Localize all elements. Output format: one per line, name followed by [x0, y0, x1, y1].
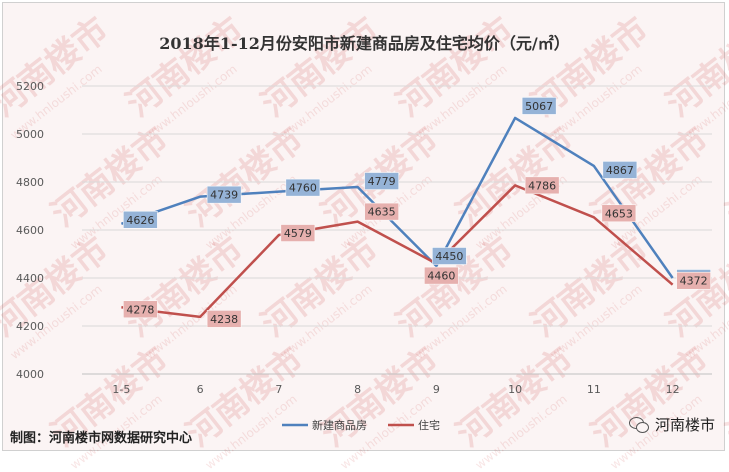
y-tick-label: 4800 — [16, 176, 44, 189]
data-label-box — [524, 176, 560, 195]
data-label: 4867 — [606, 164, 634, 177]
x-tick-label: 7 — [275, 383, 282, 396]
legend-label: 新建商品房 — [312, 418, 367, 432]
data-label: 4626 — [126, 214, 154, 227]
data-label-box — [206, 310, 242, 328]
y-tick-label: 4200 — [16, 320, 44, 333]
x-tick-label: 12 — [666, 383, 680, 396]
gridlines — [82, 85, 712, 375]
data-label-box — [123, 300, 158, 319]
x-tick-label: 6 — [197, 383, 204, 396]
y-axis-ticks: 4000 4200 4400 4600 4800 5000 5200 — [16, 80, 44, 381]
data-label: 4635 — [368, 206, 396, 219]
data-label: 4579 — [284, 227, 312, 240]
data-label-box — [364, 172, 399, 190]
data-label-box — [676, 271, 711, 290]
x-tick-label: 8 — [354, 383, 361, 396]
data-label-box — [432, 247, 467, 265]
y-tick-label: 5200 — [16, 80, 44, 93]
x-axis-ticks: 1-5 6 7 8 9 10 11 12 — [112, 383, 679, 396]
x-tick-label: 11 — [587, 383, 601, 396]
data-label-box — [123, 211, 158, 229]
x-tick-label: 10 — [508, 383, 522, 396]
data-label-box — [521, 97, 557, 115]
data-label-box — [206, 185, 242, 204]
data-label: 4779 — [368, 175, 396, 188]
data-label: 4450 — [435, 250, 463, 263]
data-label: 4739 — [210, 189, 238, 202]
data-label-box — [601, 204, 637, 223]
data-label: 5067 — [525, 100, 553, 113]
series-line — [120, 116, 674, 279]
y-tick-label: 4000 — [16, 368, 44, 381]
chart-title: 2018年1-12月份安阳市新建商品房及住宅均价（元/㎡） — [159, 34, 570, 53]
data-label: 4653 — [605, 207, 633, 220]
y-tick-label: 4400 — [16, 272, 44, 285]
data-label: 4760 — [289, 182, 317, 195]
data-label-box — [280, 224, 316, 242]
data-labels: 4626473947604779445050674867440042784238… — [123, 97, 711, 328]
data-label-box — [602, 161, 638, 179]
y-tick-label: 4600 — [16, 224, 44, 237]
wechat-account-name: 河南楼市 — [654, 416, 715, 434]
data-label: 4238 — [210, 313, 238, 326]
data-label-box — [364, 202, 399, 221]
legend-label: 住宅 — [418, 418, 440, 432]
wechat-tag: 河南楼市 — [628, 414, 715, 435]
data-label: 4278 — [126, 303, 154, 316]
footer-credit: 制图：河南楼市网数据研究中心 — [10, 431, 193, 446]
data-label-box — [424, 266, 459, 285]
y-tick-label: 5000 — [16, 128, 44, 141]
x-tick-label: 1-5 — [112, 383, 130, 396]
data-label: 4460 — [427, 270, 455, 283]
legend: 新建商品房 住宅 — [282, 418, 440, 432]
data-label: 4372 — [680, 275, 708, 288]
data-label: 4786 — [528, 179, 556, 192]
line-chart: 4000 4200 4400 4600 4800 5000 5200 1-5 6 7 8 9 10 11… — [16, 80, 712, 432]
x-tick-label: 9 — [433, 383, 440, 396]
series-line — [121, 184, 674, 319]
wechat-icon — [628, 416, 649, 433]
data-label-box — [285, 178, 321, 197]
